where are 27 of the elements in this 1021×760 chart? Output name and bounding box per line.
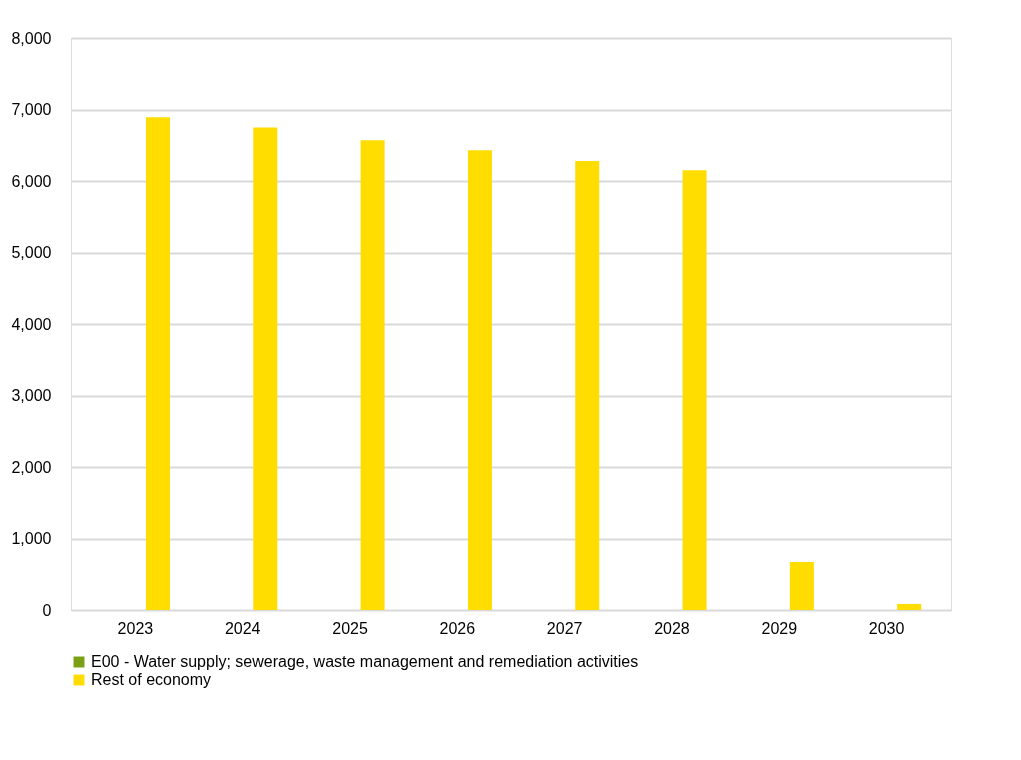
bar <box>789 562 814 610</box>
y-tick-label: 2,000 <box>11 458 52 476</box>
bar <box>145 117 170 610</box>
bar <box>575 160 600 610</box>
x-tick-label: 2025 <box>332 619 368 637</box>
x-tick-label: 2024 <box>224 619 261 637</box>
x-tick-label: 2026 <box>439 619 476 637</box>
bar <box>897 603 922 610</box>
y-tick-label: 6,000 <box>11 172 52 190</box>
x-tick-label: 2023 <box>117 619 154 637</box>
y-tick-label: 8,000 <box>11 29 52 47</box>
bar <box>253 127 278 610</box>
bar <box>360 140 385 610</box>
y-tick-label: 7,000 <box>11 101 52 118</box>
x-tick-label: 2028 <box>654 619 690 637</box>
y-tick-label: 4,000 <box>11 315 52 333</box>
legend-label: Rest of economy <box>91 671 212 688</box>
bar <box>682 170 707 610</box>
x-tick-label: 2027 <box>546 619 583 637</box>
y-tick-label: 0 <box>42 601 52 619</box>
x-tick-label: 2030 <box>868 619 905 637</box>
bar <box>467 150 492 610</box>
x-tick-label: 2029 <box>761 619 798 637</box>
y-tick-label: 3,000 <box>11 387 52 404</box>
y-tick-label: 5,000 <box>11 244 52 261</box>
legend-label: E00 - Water supply; sewerage, waste management and remediation activities <box>91 653 639 670</box>
y-tick-label: 1,000 <box>11 530 52 547</box>
